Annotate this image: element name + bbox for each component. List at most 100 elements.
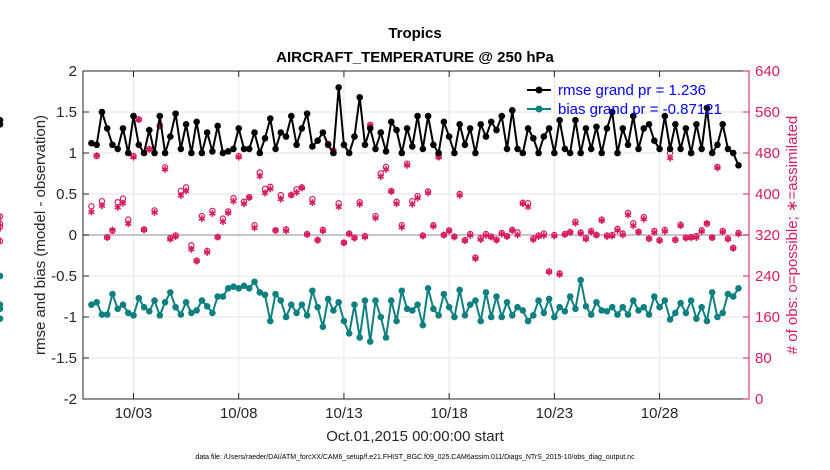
bias-point [619,303,627,311]
obs-assimilated-point [708,234,716,241]
obs-assimilated-point [677,222,684,230]
obs-assimilated-point [135,116,143,124]
bias-point [598,307,606,314]
rmse-point [109,141,116,149]
bias-point [572,305,579,313]
rmse-point [135,141,143,149]
bias-point [188,309,195,317]
obs-assimilated-point [114,203,122,211]
bias-point [719,309,726,317]
bias-point [298,301,306,309]
obs-assimilated-point [398,223,406,231]
obs-assimilated-point [382,166,390,173]
bias-point [261,291,269,299]
bias-point [656,303,663,311]
rmse-point [519,149,527,157]
bias-point [156,312,164,319]
bias-point [482,289,490,296]
obs-assimilated-point [193,257,200,265]
bias-point [435,312,442,319]
bias-point [556,303,563,311]
bias-point [551,313,558,321]
rmse-point [119,125,127,132]
bias-point [640,303,648,311]
obs-assimilated-point [293,189,300,196]
obs-assimilated-point [372,214,379,222]
bias-point [377,313,385,321]
bias-point [714,313,721,321]
y-axis-right-label: # of obs: o=possible; ∗=assimilated [784,116,801,355]
bias-point [324,295,332,303]
obs-assimilated-point [582,235,590,243]
bias-point [729,293,737,300]
bias-point [103,311,111,318]
obs-assimilated-point [240,200,248,208]
rmse-point [224,148,232,155]
rmse-point [530,134,537,142]
obs-possible-point [0,213,4,220]
bias-point [272,290,279,298]
obs-assimilated-point [256,172,264,180]
bias-point [203,303,211,310]
obs-assimilated-point [550,232,558,240]
obs-assimilated-point [566,229,574,236]
rmse-point [177,145,185,153]
rmse-point [324,141,332,149]
rmse-point [335,84,342,91]
rmse-point [172,110,179,117]
rmse-point [319,129,327,136]
obs-possible-point [0,223,4,230]
obs-assimilated-point [408,200,416,208]
bias-point [708,289,716,296]
rmse-point [103,125,111,132]
bias-point [540,309,548,317]
rmse-point [493,126,500,134]
rmse-point [729,149,737,157]
obs-assimilated-point [230,197,237,205]
bias-point [161,298,169,306]
obs-assimilated-point [608,232,616,240]
obs-assimilated-point [266,185,274,193]
obs-assimilated-point [166,235,174,243]
bias-point [361,297,369,304]
obs-assimilated-point [103,234,111,241]
bias-point [314,303,321,311]
bias-point [645,311,653,318]
obs-possible-point [0,237,4,245]
obs-assimilated-point [430,222,437,230]
obs-assimilated-point [519,200,527,208]
obs-series [0,115,742,278]
rmse-point [266,115,274,122]
rmse-point [629,112,637,120]
rmse-point [361,141,369,149]
bias-point [88,301,95,309]
bias-point [508,312,516,319]
bias-point [451,313,458,321]
rmse-point [0,116,4,124]
rmse-point [693,121,700,128]
obs-assimilated-point [393,200,400,208]
rmse-point [340,141,348,149]
legend: rmse grand pr = 1.236 bias grand pr = -0… [527,82,722,118]
bias-point [419,321,427,329]
rmse-point [377,129,385,136]
rmse-point [619,125,627,132]
bias-point [372,297,379,304]
obs-assimilated-point [577,230,585,237]
rmse-point [398,149,406,157]
rmse-point [382,148,390,155]
obs-assimilated-point [182,187,190,195]
obs-assimilated-point [98,202,106,210]
y-tick-label-left: 2 [69,63,77,80]
bias-point [582,303,590,310]
bias-point [514,303,521,311]
obs-assimilated-point [477,236,485,244]
rmse-point [303,110,311,117]
rmse-point [293,141,300,149]
bias-point [282,313,290,321]
y-tick-label-right: 240 [755,268,780,285]
rmse-point [472,149,479,157]
bias-point [666,316,674,323]
rmse-point [498,112,506,120]
obs-assimilated-point [629,222,637,230]
